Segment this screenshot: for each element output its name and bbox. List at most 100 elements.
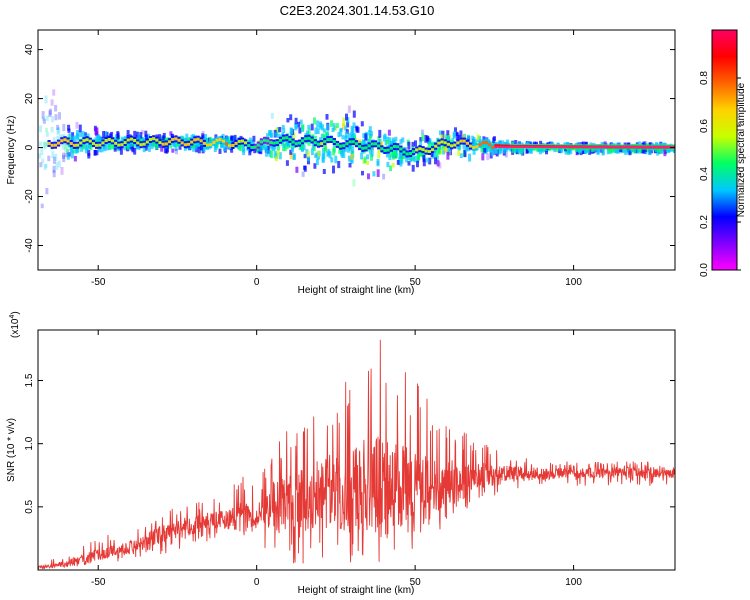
spectrogram-ridge-core	[358, 145, 362, 149]
spectrogram-cell	[94, 127, 98, 135]
spectrogram-cell	[347, 133, 351, 141]
spectrogram-ridge-core	[228, 144, 232, 148]
spectrogram-cell	[144, 145, 148, 151]
spectrogram-x-tick-label: 100	[565, 277, 582, 288]
spectrogram-cell	[623, 146, 627, 153]
spectrogram-cell	[347, 155, 351, 162]
spectrogram-cell	[393, 150, 396, 156]
spectrogram-cell	[368, 126, 372, 132]
spectrogram-cell	[104, 131, 107, 136]
spectrogram-cell	[411, 164, 415, 172]
spectrogram-ridge-core	[412, 150, 416, 154]
spectrogram-cell	[314, 135, 318, 142]
spectrogram-cell	[148, 142, 152, 147]
spectrogram-cell	[126, 130, 130, 136]
spectrogram-cell	[330, 120, 333, 127]
spectrogram-x-tick-label: 0	[254, 277, 260, 288]
spectrogram-cell	[131, 144, 135, 153]
spectrogram-cell	[401, 137, 405, 143]
spectrogram-cell	[278, 152, 282, 160]
spectrogram-cell	[313, 117, 316, 125]
spectrogram-ridge-core	[367, 144, 371, 148]
spectrogram-cell	[45, 142, 49, 147]
spectrogram-ridge-core	[408, 152, 412, 155]
spectrogram-cell	[160, 147, 164, 152]
spectrogram-cell	[481, 142, 485, 150]
spectrogram-ridge-core	[364, 146, 368, 150]
spectrogram-ridge-core	[120, 143, 124, 147]
spectrogram-cell	[468, 153, 472, 162]
spectrogram-cell	[519, 146, 523, 155]
spectrogram-cell	[197, 141, 201, 149]
spectrogram-cell	[344, 131, 348, 139]
spectrogram-cell	[474, 139, 477, 144]
spectrogram-cell	[383, 133, 387, 139]
spectrogram-ridge-core	[377, 144, 381, 148]
spectrogram-cell	[361, 170, 364, 176]
spectrogram-cell	[643, 147, 647, 153]
spectrogram-cell	[342, 150, 346, 158]
spectrogram-cell	[342, 117, 346, 126]
spectrogram-ridge-core	[50, 143, 54, 147]
spectrogram-ridge-core	[469, 144, 473, 148]
colorbar-frame	[711, 29, 738, 271]
spectrogram-cell	[85, 144, 89, 151]
spectrogram-ridge-core	[253, 145, 257, 149]
spectrogram-ridge-core	[53, 143, 57, 147]
spectrogram-ridge-core	[383, 149, 387, 152]
spectrogram-cell	[41, 111, 45, 119]
spectrogram-cell	[341, 147, 345, 153]
spectrogram-cell	[386, 161, 390, 168]
spectrogram-cell	[463, 149, 467, 158]
spectrogram-cell	[331, 128, 335, 133]
spectrogram-cell	[307, 128, 311, 137]
spectrogram-cell	[94, 139, 97, 145]
spectrogram-cell	[409, 155, 413, 163]
spectrogram-cell	[420, 129, 424, 135]
spectrogram-cell	[434, 157, 437, 165]
spectrogram-ridge-core	[63, 138, 67, 142]
spectrogram-cell	[230, 136, 234, 145]
spectrogram-ridge-core	[418, 147, 422, 151]
spectrogram-cell	[363, 141, 367, 146]
spectrogram-cell	[366, 160, 369, 165]
spectrogram-ridge-core	[310, 138, 314, 142]
spectrogram-cell	[75, 133, 79, 141]
spectrogram-cell	[628, 147, 632, 156]
spectrogram-cell	[347, 105, 351, 113]
spectrogram-ridge-core	[459, 139, 463, 143]
spectrogram-cell	[324, 131, 328, 137]
spectrogram-y-tick-label: 0	[24, 144, 35, 150]
spectrogram-cell	[292, 154, 296, 160]
spectrogram-cell	[103, 144, 107, 152]
spectrogram-cell	[648, 147, 652, 155]
spectrogram-cell	[100, 146, 104, 153]
spectrogram-cell	[79, 132, 83, 138]
spectrogram-cell	[385, 136, 389, 141]
spectrogram-ridge-core	[98, 143, 102, 147]
spectrogram-ridge-core	[465, 141, 469, 145]
spectrogram-cell	[52, 89, 56, 96]
spectrogram-cell	[50, 99, 54, 106]
spectrogram-cell	[435, 150, 439, 158]
spectrogram-cell	[70, 146, 73, 153]
spectrogram-cell	[307, 140, 311, 146]
spectrogram-cell	[102, 131, 106, 139]
spectrogram-cell	[40, 203, 44, 209]
snr-x-tick-label: -50	[91, 577, 106, 588]
spectrogram-ridge-core	[339, 144, 343, 148]
spectrogram-ridge-core	[494, 144, 498, 148]
spectrogram-cell	[322, 147, 325, 155]
spectrogram-cell	[644, 141, 648, 146]
spectrogram-cell	[54, 114, 58, 121]
spectrogram-ridge-core	[57, 141, 61, 145]
snr-y-tick-label: 1.5	[24, 373, 35, 387]
spectrogram-cell	[218, 148, 222, 154]
spectrogram-cell	[447, 147, 451, 156]
spectrogram-cell	[56, 128, 60, 135]
spectrogram-cell	[201, 130, 205, 136]
spectrogram-cell	[351, 134, 355, 142]
snr-x-tick-label: 50	[410, 577, 422, 588]
spectrogram-cell	[419, 150, 423, 157]
spectrogram-cell	[352, 122, 356, 128]
